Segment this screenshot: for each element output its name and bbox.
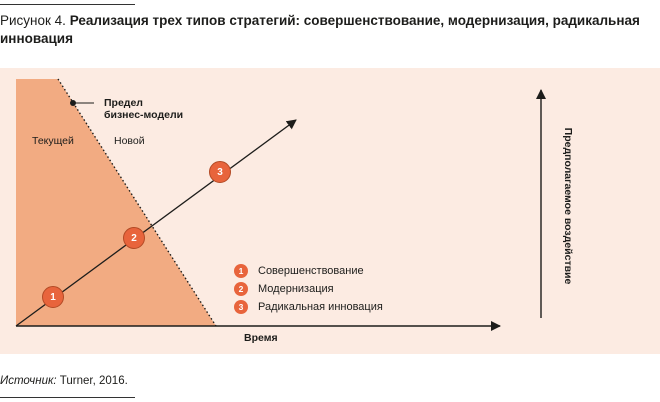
limit-label-line1: Предел — [104, 97, 143, 109]
source-text: Turner, 2016. — [56, 375, 128, 387]
legend-label-2: Модернизация — [258, 283, 334, 295]
marker-1: 1 — [42, 286, 64, 308]
legend-badge-3: 3 — [234, 300, 248, 314]
legend: 1 Совершенствование 2 Модернизация 3 Рад… — [234, 262, 383, 316]
x-axis-label: Время — [244, 332, 278, 344]
figure-title: Рисунок 4. Реализация трех типов стратег… — [0, 12, 640, 48]
legend-badge-1: 1 — [234, 264, 248, 278]
source-note: Источник: Turner, 2016. — [0, 375, 128, 387]
current-model-area — [16, 79, 216, 326]
legend-label-3: Радикальная инновация — [258, 301, 383, 313]
limit-line — [57, 78, 217, 327]
legend-item: 1 Совершенствование — [234, 262, 383, 280]
figure-label: Рисунок 4. — [0, 13, 66, 28]
y-axis-label: Предполагаемое воздействие — [562, 127, 574, 285]
legend-item: 3 Радикальная инновация — [234, 298, 383, 316]
top-rule — [0, 4, 135, 5]
figure-title-text: Реализация трех типов стратегий: соверше… — [0, 13, 640, 46]
region-new-label: Новой — [114, 135, 145, 147]
bottom-rule — [0, 397, 135, 398]
limit-pointer-dot — [70, 100, 76, 106]
legend-label-1: Совершенствование — [258, 265, 364, 277]
legend-item: 2 Модернизация — [234, 280, 383, 298]
marker-2: 2 — [123, 227, 145, 249]
source-label: Источник: — [0, 375, 57, 387]
limit-label-line2: бизнес-модели — [104, 109, 184, 121]
legend-badge-2: 2 — [234, 282, 248, 296]
marker-3: 3 — [209, 161, 231, 183]
region-current-label: Текущей — [32, 135, 74, 147]
